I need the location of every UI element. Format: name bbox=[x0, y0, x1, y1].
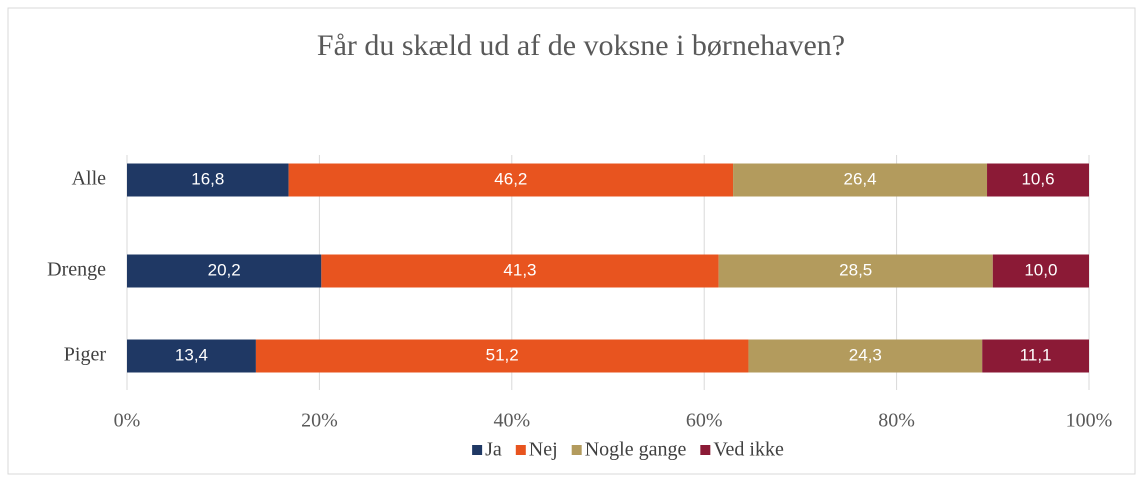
x-tick-label: 20% bbox=[301, 410, 338, 432]
legend-marker bbox=[515, 445, 526, 455]
value-label: 24,3 bbox=[849, 345, 882, 364]
legend-label: Nogle gange bbox=[585, 439, 687, 461]
x-tick-label: 60% bbox=[686, 410, 723, 432]
legend-marker bbox=[472, 445, 483, 455]
bar-segment bbox=[718, 254, 993, 288]
y-tick-label: Drenge bbox=[47, 259, 106, 281]
x-tick-label: 100% bbox=[1066, 410, 1113, 432]
bar-segment bbox=[992, 254, 1089, 288]
x-tick-label: 80% bbox=[878, 410, 915, 432]
value-label: 20,2 bbox=[208, 260, 241, 279]
value-label: 10,0 bbox=[1024, 260, 1057, 279]
value-label: 46,2 bbox=[494, 169, 527, 188]
legend-marker bbox=[700, 445, 711, 455]
bar-segment bbox=[987, 163, 1089, 197]
legend-marker bbox=[571, 445, 582, 455]
x-tick-label: 40% bbox=[493, 410, 530, 432]
value-label: 10,6 bbox=[1021, 169, 1054, 188]
legend-label: Ved ikke bbox=[713, 439, 784, 461]
legend-label: Ja bbox=[485, 439, 502, 461]
bar-segment bbox=[748, 339, 983, 373]
bar-segment bbox=[321, 254, 719, 288]
value-label: 13,4 bbox=[175, 345, 208, 364]
chart-title: Får du skæld ud af de voksne i børnehave… bbox=[317, 29, 845, 62]
bar-segment bbox=[288, 163, 734, 197]
bar-segment bbox=[255, 339, 749, 373]
bar-segment bbox=[127, 339, 256, 373]
bar-segment bbox=[127, 254, 322, 288]
value-label: 41,3 bbox=[503, 260, 536, 279]
value-label: 51,2 bbox=[486, 345, 519, 364]
x-tick-label: 0% bbox=[114, 410, 141, 432]
bar-segment bbox=[127, 163, 289, 197]
legend-label: Nej bbox=[529, 439, 558, 461]
y-tick-label: Alle bbox=[72, 168, 107, 190]
chart-frame bbox=[7, 7, 1136, 475]
value-label: 28,5 bbox=[839, 260, 872, 279]
value-label: 16,8 bbox=[191, 169, 224, 188]
bar-segment bbox=[982, 339, 1089, 373]
y-tick-label: Piger bbox=[64, 344, 107, 366]
value-label: 26,4 bbox=[843, 169, 876, 188]
bar-segment bbox=[733, 163, 988, 197]
value-label: 11,1 bbox=[1020, 345, 1052, 364]
